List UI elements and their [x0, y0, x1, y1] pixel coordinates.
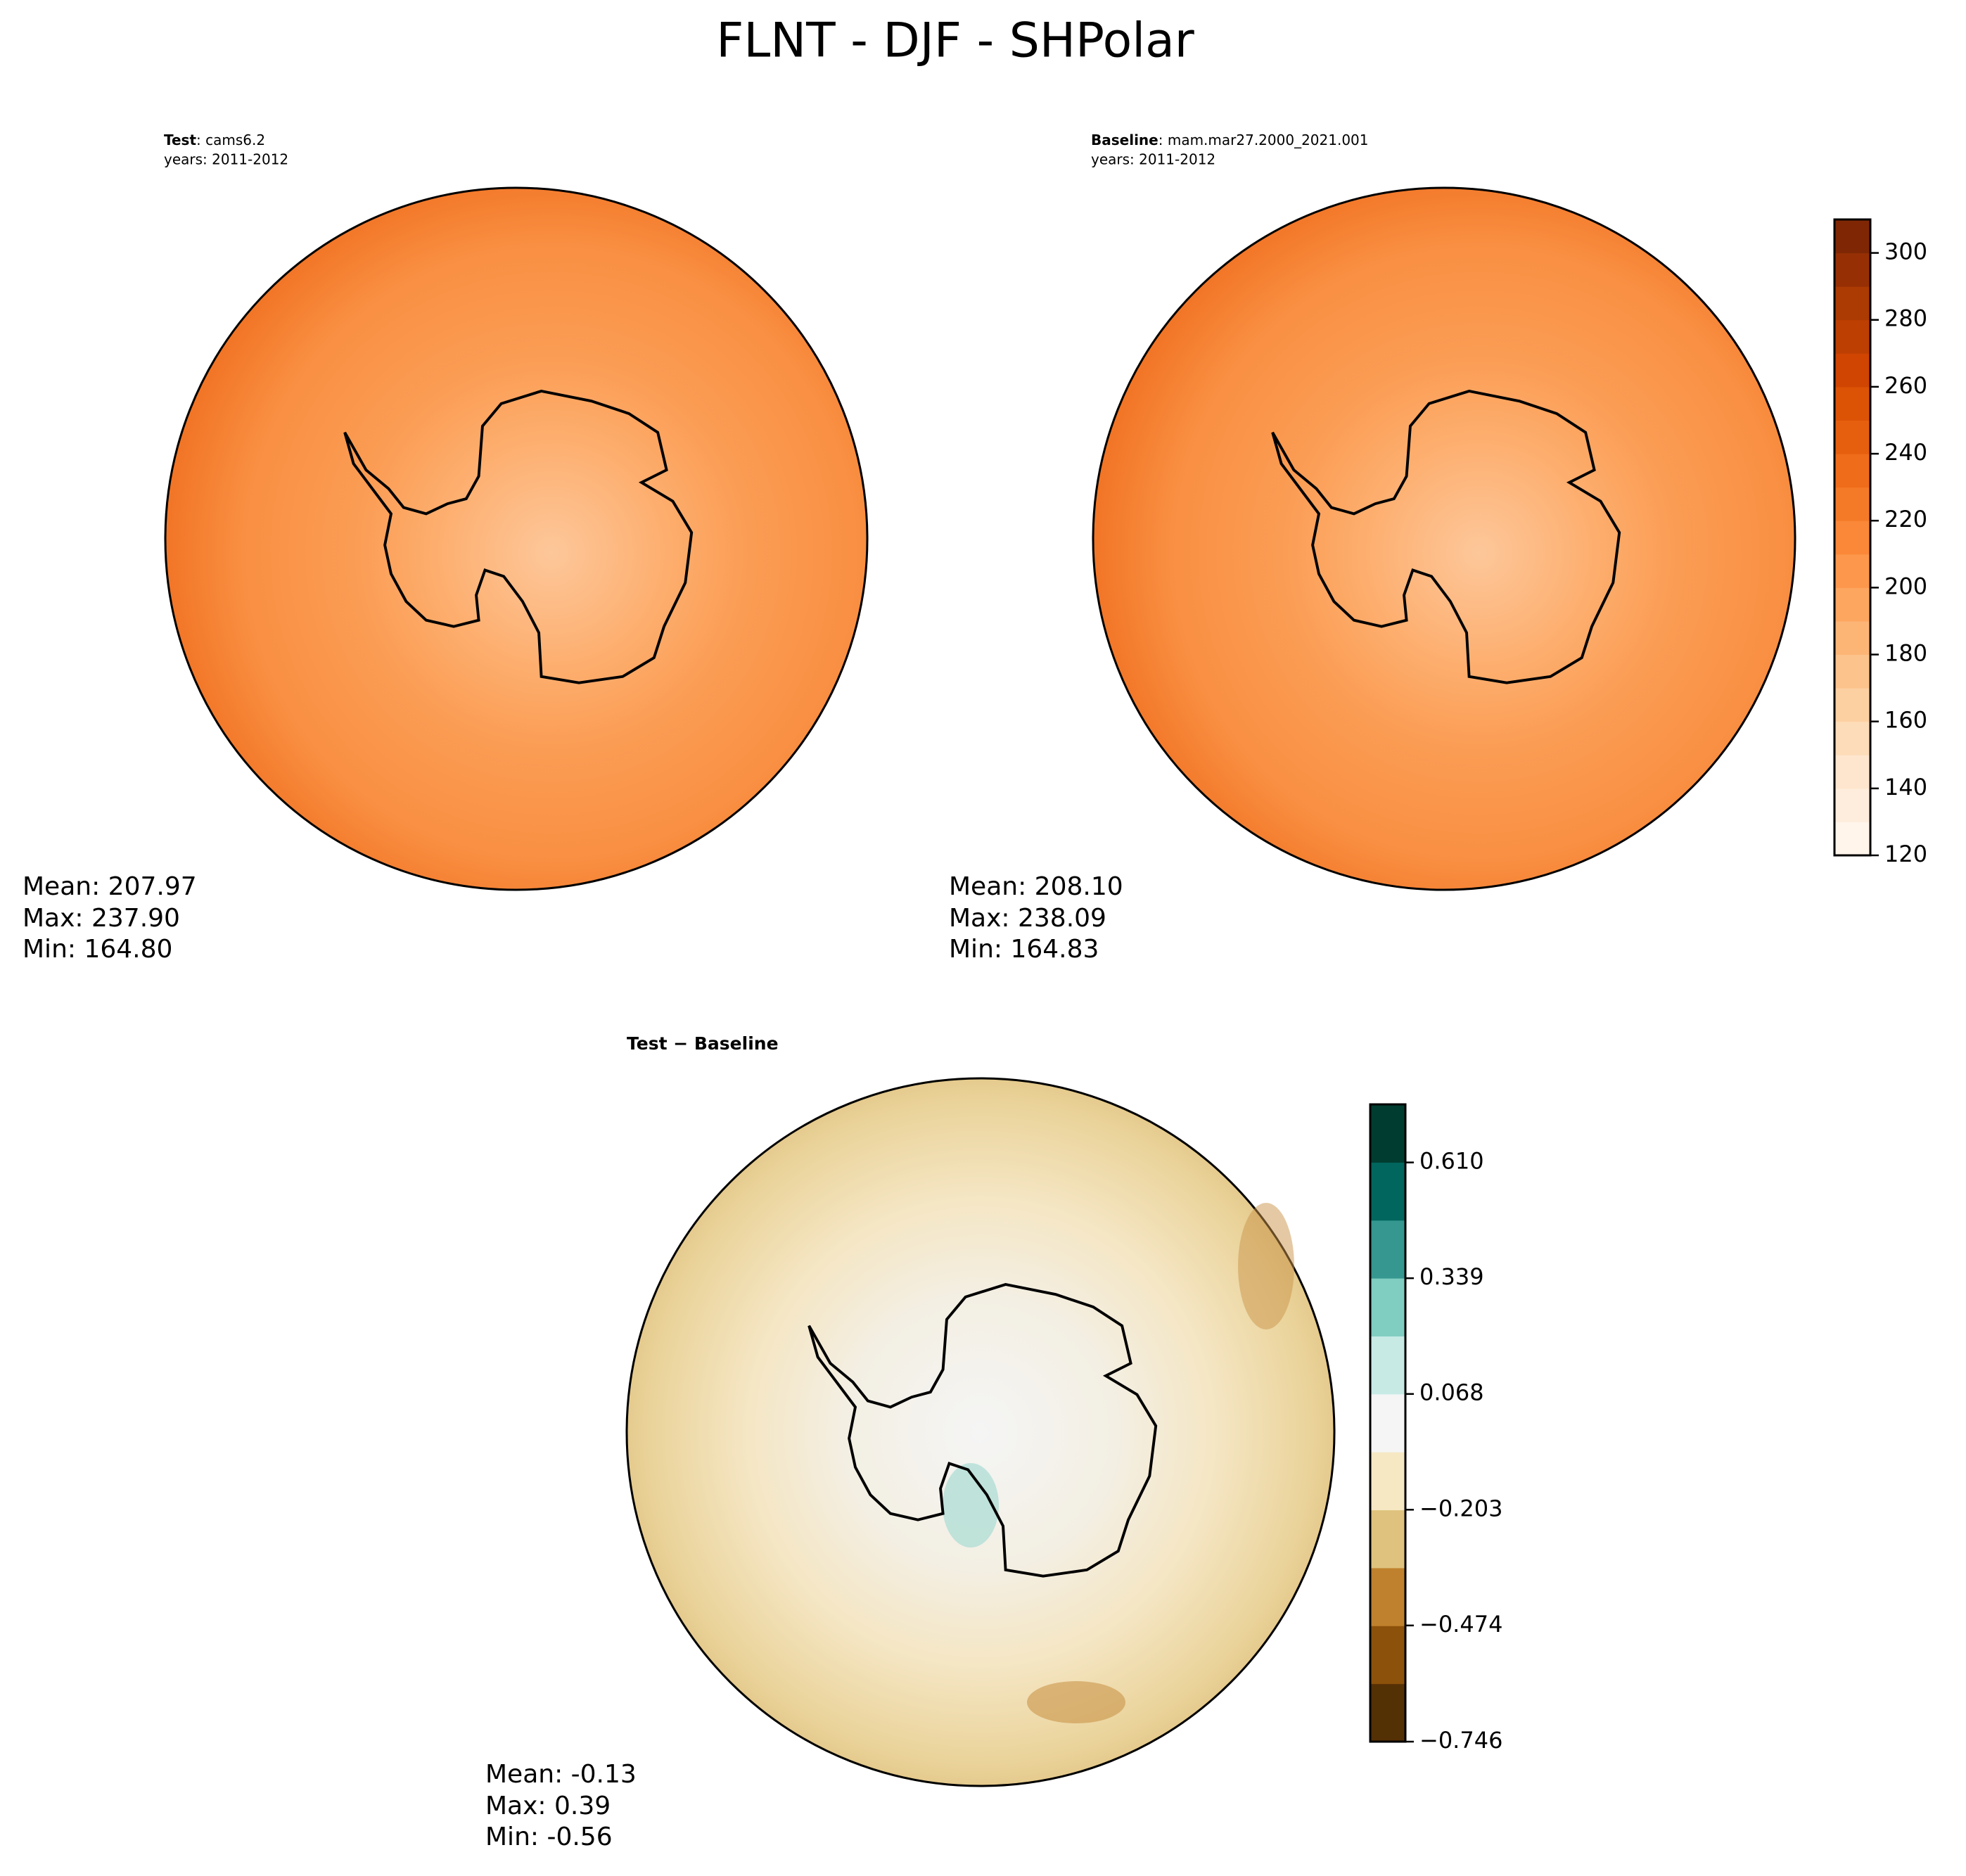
colorbar-tick-label: −0.474	[1419, 1611, 1502, 1638]
colorbar-segment	[1834, 822, 1870, 856]
colorbar-tick-label: −0.746	[1419, 1727, 1502, 1754]
colorbar-segment	[1370, 1104, 1405, 1163]
stat: Max: 0.39	[485, 1792, 611, 1820]
colorbar-segment	[1370, 1393, 1405, 1453]
panel-label: Test − Baseline	[627, 1033, 779, 1054]
panel-label: Baseline: mam.mar27.2000_2021.001	[1091, 132, 1369, 148]
colorbar-segment	[1834, 319, 1870, 354]
colorbar-tick-label: 0.339	[1419, 1263, 1484, 1290]
colorbar-segment	[1370, 1220, 1405, 1279]
years: years: 2011-2012	[164, 151, 288, 168]
stat: Max: 237.90	[23, 904, 180, 933]
colorbar-tick-label: 0.068	[1419, 1379, 1484, 1406]
colorbar-segment	[1834, 554, 1870, 588]
colorbar-tick-label: 300	[1884, 238, 1927, 265]
colorbar-segment	[1370, 1683, 1405, 1742]
label-bold: Test	[164, 132, 196, 148]
colorbar-tick-label: 120	[1884, 841, 1927, 867]
stat: Max: 238.09	[949, 904, 1106, 933]
colorbar-tick-label: 160	[1884, 707, 1927, 734]
stat: Min: -0.56	[485, 1823, 613, 1851]
colorbar-segment	[1834, 353, 1870, 388]
stat: Mean: 207.97	[23, 872, 197, 901]
colorbar-tick-label: −0.203	[1419, 1495, 1502, 1521]
stat: Min: 164.83	[949, 935, 1099, 964]
map	[1092, 186, 1796, 891]
stat: Mean: -0.13	[485, 1760, 637, 1789]
colorbar-tick-label: 180	[1884, 640, 1927, 667]
label: : cams6.2	[196, 132, 265, 148]
colorbar-tick-label: 140	[1884, 774, 1927, 800]
colorbar-frame	[1369, 1103, 1407, 1743]
stat: Min: 164.80	[23, 935, 172, 964]
colorbar-segment	[1834, 587, 1870, 622]
colorbar-segment	[1370, 1336, 1405, 1395]
colorbar-segment	[1834, 286, 1870, 321]
colorbar-segment	[1834, 420, 1870, 454]
colorbar-tick-label: 220	[1884, 506, 1927, 532]
colorbar-tick-label: 260	[1884, 372, 1927, 399]
label: : mam.mar27.2000_2021.001	[1158, 132, 1369, 148]
colorbar-segment	[1834, 454, 1870, 488]
colorbar-frame	[1833, 218, 1872, 857]
map-panel: Test: cams6.2 years: 2011-2012 Mean: 207…	[23, 132, 869, 964]
map-panel: Baseline: mam.mar27.2000_2021.001 years:…	[949, 132, 1796, 964]
map-panel: Test − Baseline Mean: -0.13 Max: 0.39 Mi…	[485, 1033, 1336, 1851]
colorbar-segment	[1370, 1162, 1405, 1221]
stat: Mean: 208.10	[949, 872, 1123, 901]
colorbar-segment	[1834, 721, 1870, 755]
label-bold: Baseline	[1091, 132, 1158, 148]
colorbar-segment	[1370, 1278, 1405, 1336]
anomaly	[1027, 1681, 1125, 1723]
colorbar-segment	[1834, 654, 1870, 689]
colorbar-segment	[1370, 1510, 1405, 1569]
years: years: 2011-2012	[1091, 151, 1215, 168]
map	[625, 1077, 1336, 1787]
colorbar-segment	[1834, 487, 1870, 521]
colorbar-tick-label: 200	[1884, 573, 1927, 599]
colorbar-segment	[1834, 253, 1870, 287]
colorbar-segment	[1834, 620, 1870, 656]
figure-title: FLNT - DJF - SHPolar	[716, 13, 1194, 69]
colorbar-segment	[1834, 386, 1870, 421]
colorbar-segment	[1370, 1452, 1405, 1511]
colorbar-segment	[1834, 219, 1870, 254]
colorbar-tick-label: 0.610	[1419, 1148, 1484, 1175]
colorbar-segment	[1834, 788, 1870, 822]
colorbar-segment	[1370, 1626, 1405, 1685]
colorbar-segment	[1834, 521, 1870, 555]
colorbar-tick-label: 240	[1884, 439, 1927, 466]
colorbar-segment	[1370, 1567, 1405, 1626]
map	[164, 186, 869, 891]
colorbar-segment	[1834, 755, 1870, 789]
colorbar-segment	[1834, 688, 1870, 722]
anomaly	[943, 1463, 999, 1548]
anomaly	[1238, 1203, 1294, 1329]
colorbar-tick-label: 280	[1884, 305, 1927, 332]
panel-label: Test: cams6.2	[164, 132, 265, 148]
